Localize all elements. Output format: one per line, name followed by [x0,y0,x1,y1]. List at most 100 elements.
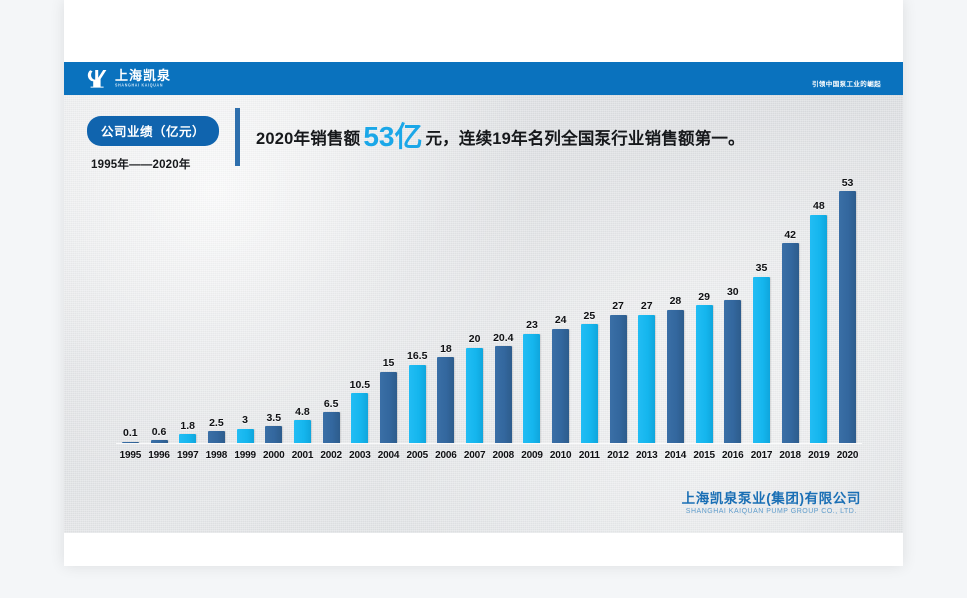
sales-bar-chart: 0.1 0.6 1.8 2.5 3 3.5 4.8 6.5 10.5 15 16.5 18 20 20.4… [116,175,862,465]
chart-bar-value-label: 0.6 [151,425,167,438]
chart-x-tick-label: 2001 [291,449,314,461]
chart-bar-column: 1.8 [173,175,202,443]
chart-x-tick-label: 1995 [119,449,142,461]
chart-bar-column: 4.8 [288,175,317,443]
chart-bar-column: 0.1 [116,175,145,443]
chart-bar-value-label: 0.1 [123,427,138,439]
chart-bar-value-label: 42 [784,228,796,241]
chart-bar [207,431,225,443]
chart-bar-value-label: 24 [554,314,567,327]
chart-bar-value-label: 4.8 [295,405,310,418]
chart-bar [580,324,598,443]
chart-bar-value-label: 2.5 [209,416,224,429]
chart-bar-value-label: 15 [382,357,395,370]
chart-bar [552,328,570,443]
chart-bar [666,309,684,443]
chart-bar [466,347,484,443]
chart-bar [724,300,742,443]
footer-company-name-cn: 上海凯泉泵业(集团)有限公司 [681,490,861,506]
slide-header-bar: 上海凯泉 SHANGHAI KAIQUAN 引领中国泵工业的崛起 [64,62,903,95]
chart-bar-value-label: 3 [242,414,249,427]
chart-x-tick-label: 2010 [549,449,572,461]
chart-bar-value-label: 35 [755,262,768,275]
chart-bar-value-label: 20 [468,333,481,346]
chart-x-tick-label: 2012 [607,449,629,461]
chart-bar-column: 30 [718,175,747,443]
chart-bar [236,428,254,443]
chart-bar-column: 27 [632,175,661,443]
metric-date-range: 1995年——2020年 [91,159,191,171]
chart-bar-value-label: 18 [440,342,452,355]
chart-x-tick-label: 2019 [808,449,830,461]
brand-name-en: SHANGHAI KAIQUAN [115,82,164,88]
chart-bar [810,214,828,443]
chart-bar [121,441,139,443]
footer-company-name-en: SHANGHAI KAIQUAN PUMP GROUP CO., LTD. [685,508,857,515]
chart-bar [781,243,799,443]
chart-bar-column: 20 [460,175,489,443]
chart-bar [609,314,627,443]
chart-bar-value-label: 29 [698,290,710,303]
chart-bar [638,314,656,443]
chart-x-tick-label: 2009 [521,449,543,461]
chart-bar [150,440,168,443]
chart-x-tick-label: 2018 [779,449,801,461]
chart-bar-value-label: 53 [841,176,854,189]
brand-name-cn: 上海凯泉 [115,68,172,84]
headline: 2020年销售额 53亿 元，连续19年名列全国泵行业销售额第一。 [256,121,745,152]
chart-bar-column: 10.5 [346,175,375,443]
chart-bar [752,276,770,443]
chart-x-tick-label: 2011 [578,449,600,461]
chart-bar [293,420,311,443]
chart-bar-column: 35 [747,175,776,443]
presentation-slide: 上海凯泉 SHANGHAI KAIQUAN 引领中国泵工业的崛起 公司业绩（亿元… [64,0,903,566]
chart-x-tick-label: 2017 [750,449,773,461]
brand-logo: 上海凯泉 SHANGHAI KAIQUAN [85,66,171,91]
chart-bar-column: 23 [518,175,547,443]
chart-x-tick-label: 2014 [664,449,687,461]
chart-bar-column: 0.6 [145,175,174,443]
brand-logo-text: 上海凯泉 SHANGHAI KAIQUAN [115,69,171,88]
chart-bar-column: 2.5 [202,175,231,443]
chart-x-tick-label: 1997 [176,449,199,461]
chart-x-tick-label: 1996 [148,449,170,461]
chart-bar-column: 18 [432,175,461,443]
chart-x-tick-label: 1999 [234,449,256,461]
chart-bar [695,305,713,443]
chart-bar-column: 3.5 [259,175,288,443]
chart-bar-value-label: 48 [813,200,825,213]
chart-bar [322,412,340,443]
chart-bar-value-label: 28 [669,295,682,308]
headline-suffix: 元，连续19年名列全国泵行业销售额第一。 [425,130,745,148]
chart-bar-column: 27 [604,175,633,443]
slide-content-area: 公司业绩（亿元） 1995年——2020年 2020年销售额 53亿 元，连续1… [64,95,903,533]
chart-bar-column: 20.4 [489,175,518,443]
chart-bar [179,434,197,443]
chart-bar-value-label: 27 [640,300,653,313]
chart-bar [494,346,512,443]
chart-bar [351,393,369,443]
chart-bar-value-label: 23 [526,319,538,332]
chart-bar-value-label: 10.5 [349,378,371,391]
chart-bar-column: 53 [833,175,862,443]
headline-highlight-value: 53亿 [363,121,423,152]
chart-bar-column: 16.5 [403,175,432,443]
chart-bar-column: 15 [374,175,403,443]
chart-bar-column: 6.5 [317,175,346,443]
chart-bar-column: 28 [661,175,690,443]
chart-bar-column: 42 [776,175,805,443]
chart-bar-value-label: 16.5 [407,350,428,363]
chart-x-tick-label: 2007 [463,449,486,461]
metric-badge-pill: 公司业绩（亿元） [87,116,220,146]
headline-prefix: 2020年销售额 [256,130,361,148]
chart-x-tick-label: 2006 [435,449,457,461]
chart-x-tick-label: 1998 [205,449,228,461]
chart-bar-value-label: 30 [726,285,739,298]
header-tagline: 引领中国泵工业的崛起 [812,81,881,88]
chart-bar-value-label: 20.4 [493,331,514,344]
chart-bar-value-label: 3.5 [266,411,282,424]
chart-x-tick-label: 2008 [492,449,515,461]
chart-bar-value-label: 25 [583,309,596,322]
chart-bar-value-label: 1.8 [180,419,196,432]
chart-x-tick-label: 2000 [263,449,285,461]
